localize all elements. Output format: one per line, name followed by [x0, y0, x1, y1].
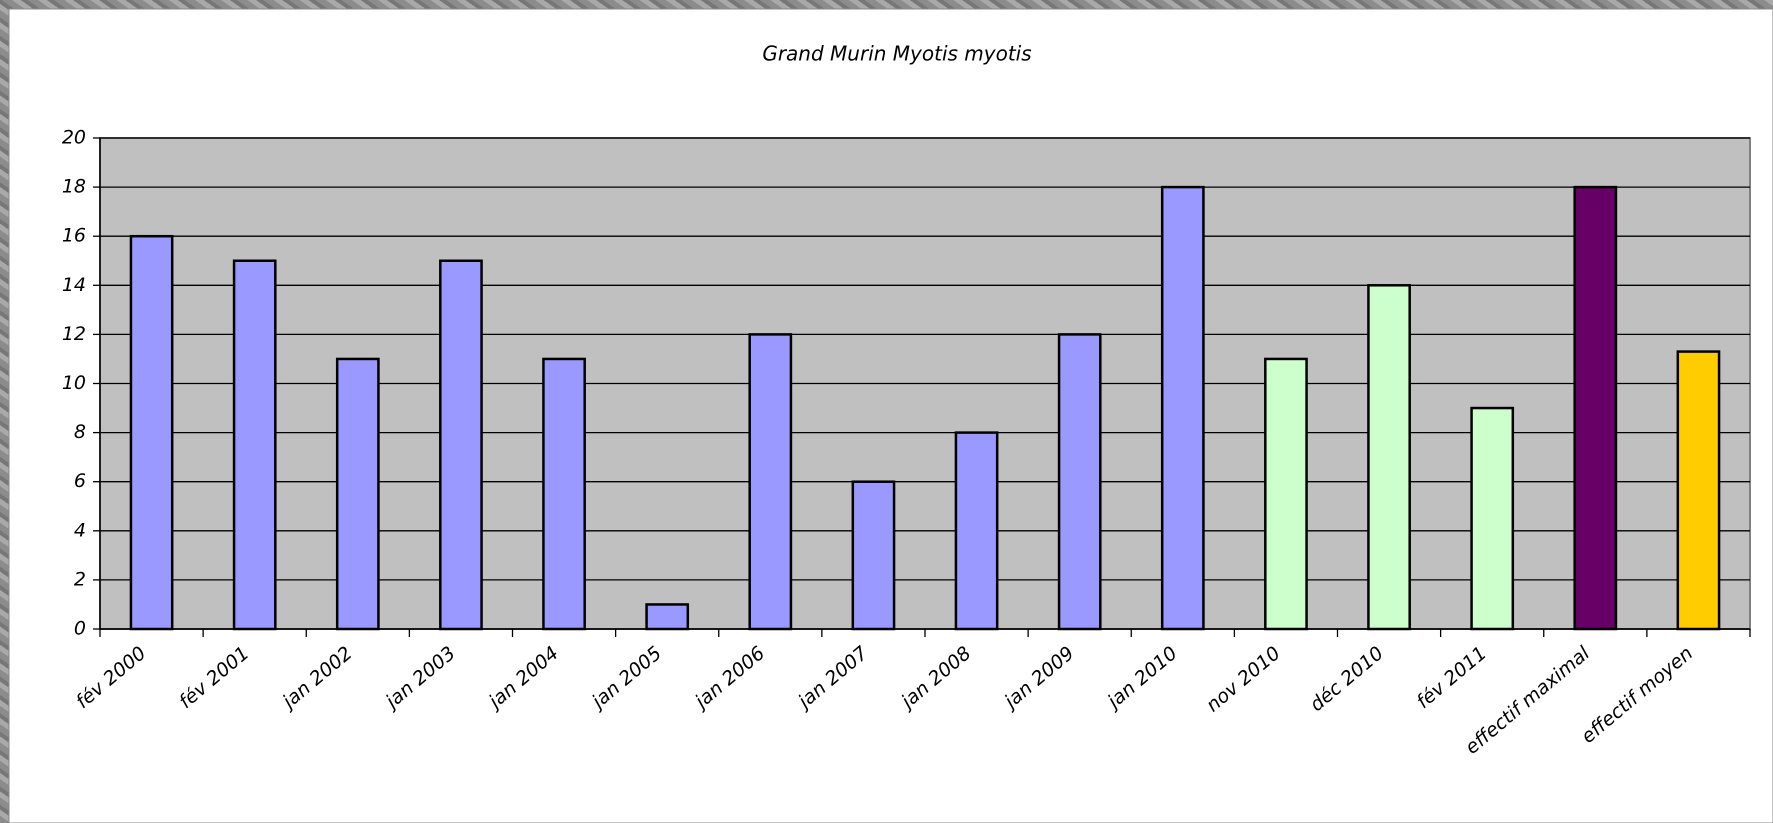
bar [232, 259, 277, 631]
y-tick-label: 2 [74, 568, 86, 590]
y-tick-label: 18 [62, 176, 86, 198]
bar [1264, 357, 1308, 631]
y-tick-label: 14 [62, 274, 86, 296]
bar [1676, 350, 1721, 631]
bar [851, 480, 896, 631]
bar [1057, 333, 1102, 631]
y-tick-label: 12 [62, 323, 86, 345]
y-tick-label: 8 [74, 421, 86, 443]
y-tick-label: 16 [62, 225, 86, 247]
bar [1573, 185, 1618, 631]
bar [1367, 284, 1411, 631]
y-tick-label: 20 [62, 127, 86, 149]
bar [439, 259, 483, 631]
y-tick-label: 4 [74, 519, 86, 541]
bar [1160, 185, 1205, 631]
chart-title: Grand Murin Myotis myotis [762, 42, 1031, 66]
bar [1470, 406, 1515, 631]
bar [542, 357, 586, 631]
y-tick-label: 6 [74, 470, 86, 492]
bar [645, 603, 690, 631]
bar [129, 234, 174, 631]
bar [335, 357, 380, 631]
y-tick-label: 10 [62, 372, 86, 394]
bar [748, 333, 793, 631]
bar [954, 431, 999, 631]
y-tick-label: 0 [74, 618, 86, 640]
